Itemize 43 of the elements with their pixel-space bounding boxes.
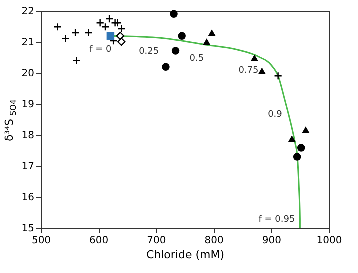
y-tick-label: 16 xyxy=(22,192,34,204)
point xyxy=(72,56,81,66)
x-tick-label: 500 xyxy=(32,236,52,246)
point xyxy=(203,38,211,46)
point xyxy=(84,28,93,38)
point xyxy=(297,144,306,152)
annotation: f = 0.95 xyxy=(258,215,296,226)
annotation: 0.5 xyxy=(190,54,204,64)
point xyxy=(274,72,282,80)
point xyxy=(62,34,70,44)
x-tick-label: 600 xyxy=(90,236,109,246)
y-tick-label: 19 xyxy=(22,100,34,110)
point xyxy=(208,30,216,36)
point xyxy=(172,47,180,55)
point xyxy=(288,136,296,142)
point xyxy=(54,22,62,32)
x-axis-title: Chloride (mM) xyxy=(146,248,225,262)
y-tick-label: 15 xyxy=(22,224,34,234)
annotation: 0.25 xyxy=(139,46,160,57)
point xyxy=(118,38,126,46)
x-tick-label: 800 xyxy=(204,236,224,246)
point xyxy=(106,32,115,40)
point xyxy=(116,32,125,40)
annotation: 0.9 xyxy=(268,110,283,120)
annotation: f = 0 xyxy=(90,45,112,56)
point xyxy=(258,68,266,74)
x-tick-label: 1000 xyxy=(316,236,342,246)
point xyxy=(178,32,186,40)
annotation: 0.75 xyxy=(238,66,259,76)
y-tick-label: 17 xyxy=(22,162,34,172)
y-tick-label: 20 xyxy=(22,68,34,80)
point xyxy=(293,153,302,161)
point xyxy=(71,28,80,38)
y-tick-label: 21 xyxy=(22,38,34,48)
y-tick-label: 22 xyxy=(22,6,34,18)
point xyxy=(162,63,170,71)
y-axis-title: δ³⁴SSO4 xyxy=(3,100,18,142)
point xyxy=(170,10,178,18)
x-tick-label: 900 xyxy=(262,236,282,246)
y-tick-label: 18 xyxy=(22,130,34,142)
point xyxy=(302,126,310,134)
x-tick-label: 700 xyxy=(147,236,166,246)
point xyxy=(250,54,259,62)
